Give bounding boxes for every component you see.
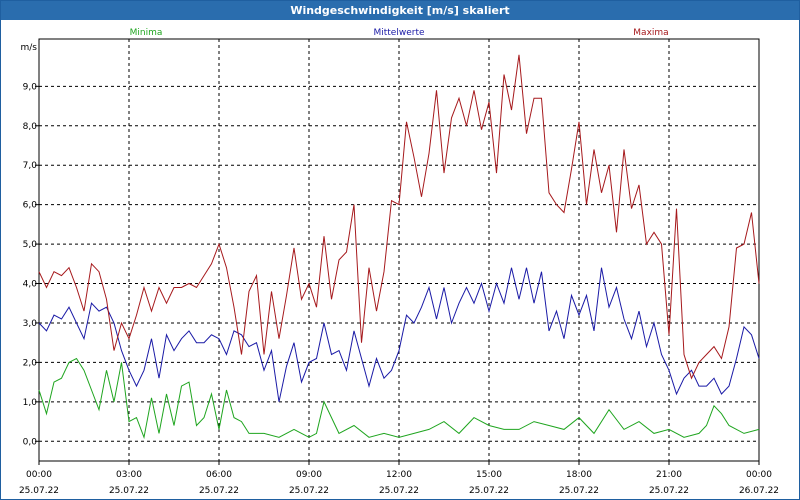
y-tick-label: 6,0 <box>23 201 38 211</box>
y-tick-label: 0,0 <box>23 437 38 447</box>
x-tick-label-date: 25.07.22 <box>199 486 239 496</box>
series-line-maxima <box>38 54 760 380</box>
y-axis-label: m/s <box>21 43 38 53</box>
axes: 00:00 25.07.22 03:00 25.07.22 06:00 25.07.22 0… <box>19 38 779 496</box>
x-tick-label-time: 12:00 <box>386 470 412 480</box>
y-tick-label: 5,0 <box>23 240 38 250</box>
series-line-minima <box>38 357 760 440</box>
x-tick-label-date: 25.07.22 <box>109 486 149 496</box>
y-tick-label: 9,0 <box>23 82 38 92</box>
x-tick-label-time: 21:00 <box>656 470 682 480</box>
y-tick-label: 7,0 <box>23 161 38 171</box>
x-tick-label-date: 25.07.22 <box>649 486 689 496</box>
x-tick-label-date: 25.07.22 <box>469 486 509 496</box>
x-tick-label-date: 26.07.22 <box>739 486 779 496</box>
y-tick-label: 2,0 <box>23 358 38 368</box>
window-title: Windgeschwindigkeit [m/s] skaliert <box>1 1 799 20</box>
y-tick-label: 4,0 <box>23 280 38 290</box>
x-tick-label-time: 00:00 <box>746 470 772 480</box>
series-lines <box>38 54 760 440</box>
x-tick-label-time: 15:00 <box>476 470 502 480</box>
x-tick-label-time: 00:00 <box>26 470 52 480</box>
legend-entry: Mittelwerte <box>373 28 424 38</box>
x-tick-label-date: 25.07.22 <box>379 486 419 496</box>
plot-area-border <box>38 38 760 462</box>
x-tick-label-time: 18:00 <box>566 470 592 480</box>
x-tick-label-time: 03:00 <box>116 470 142 480</box>
legend-entry: Maxima <box>633 28 668 38</box>
x-tick-label-time: 09:00 <box>296 470 322 480</box>
x-tick-label-date: 25.07.22 <box>559 486 599 496</box>
legend: Minima Mittelwerte Maxima <box>130 28 669 38</box>
grid <box>39 39 759 461</box>
y-tick-label: 3,0 <box>23 319 38 329</box>
y-tick-label: 8,0 <box>23 122 38 132</box>
x-tick-label-date: 25.07.22 <box>19 486 59 496</box>
y-tick-label: 1,0 <box>23 398 38 408</box>
x-tick-label-date: 25.07.22 <box>289 486 329 496</box>
series-line-mittelwerte <box>38 267 760 402</box>
x-tick-label-time: 06:00 <box>206 470 232 480</box>
legend-entry: Minima <box>130 28 163 38</box>
